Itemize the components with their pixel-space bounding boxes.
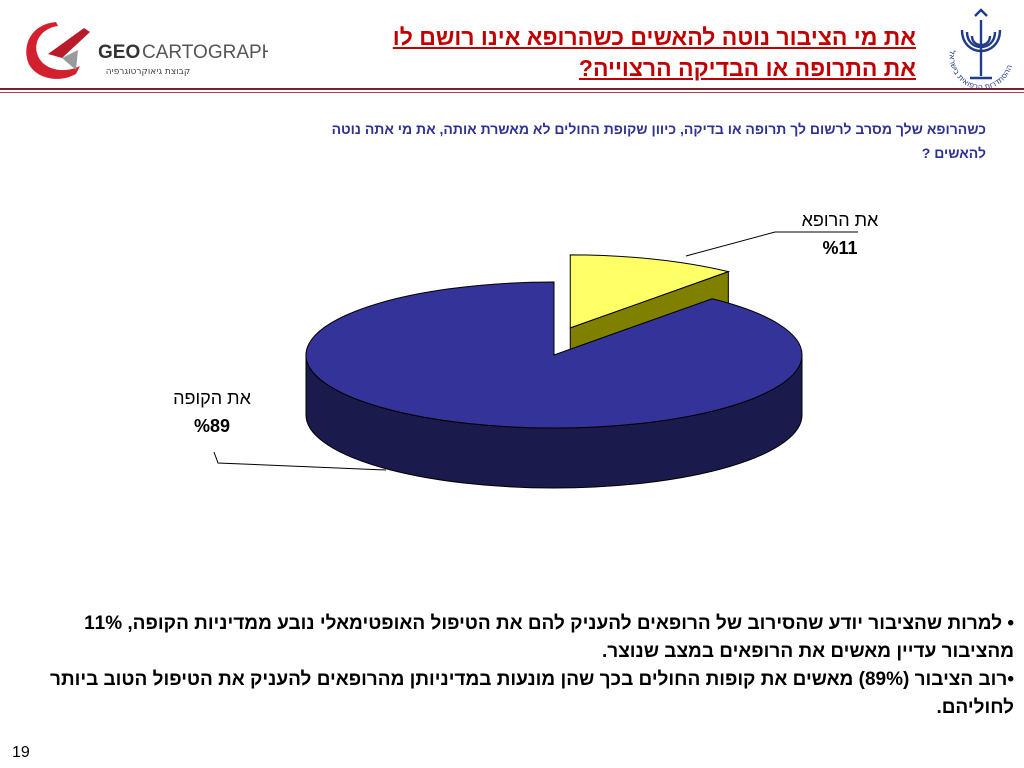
leader-line-doctor bbox=[685, 231, 858, 257]
slice-label-kupa-name: את הקופה bbox=[173, 388, 251, 408]
bullet-1: • למרות שהציבור יודע שהסירוב של הרופאים … bbox=[84, 613, 1014, 662]
menorah-icon bbox=[960, 8, 1002, 80]
header-divider bbox=[0, 88, 1024, 90]
slice-label-kupa: את הקופה %89 bbox=[150, 384, 274, 440]
header-divider-thin bbox=[0, 92, 1024, 93]
slice-label-doctor-value: %11 bbox=[822, 238, 858, 258]
question-line-2: להאשים ? bbox=[921, 145, 986, 161]
title-line-2: את התרופה או הבדיקה הרצוייה? bbox=[578, 55, 916, 81]
logo-geo-rest: CARTOGRAPHY bbox=[142, 42, 268, 63]
survey-question: כשהרופא שלך מסרב לרשום לך תרופה או בדיקה… bbox=[106, 117, 986, 165]
question-line-1: כשהרופא שלך מסרב לרשום לך תרופה או בדיקה… bbox=[331, 121, 986, 137]
slice-label-doctor-name: את הרופא bbox=[801, 210, 879, 230]
leader-line-kupa bbox=[213, 451, 387, 471]
logo-geo-bold: GEO bbox=[98, 42, 140, 63]
slice-kupa-top bbox=[305, 281, 803, 429]
slice-label-kupa-value: %89 bbox=[193, 416, 231, 436]
slide-title: את מי הציבור נוטה להאשים כשהרופא אינו רו… bbox=[296, 22, 916, 84]
bullet-2: •רוב הציבור (89%) מאשים את קופות החולים … bbox=[50, 669, 1014, 718]
geocartography-logo: GEO CARTOGRAPHY קבוצת גיאוקרטוגרפיה bbox=[26, 22, 268, 79]
title-line-1: את מי הציבור נוטה להאשים כשהרופא אינו רו… bbox=[392, 24, 916, 50]
slice-label-doctor: את הרופא %11 bbox=[780, 206, 900, 262]
logo-subtitle: קבוצת גיאוקרטוגרפיה bbox=[106, 67, 190, 77]
geo-swoosh-icon bbox=[26, 22, 90, 79]
findings-bullets: • למרות שהציבור יודע שהסירוב של הרופאים … bbox=[19, 610, 1014, 722]
slice-doctor-top bbox=[569, 254, 731, 329]
medical-association-emblem: ההסתדרות הרפואית בישראל bbox=[948, 8, 1014, 90]
page-number: 19 bbox=[12, 744, 30, 761]
